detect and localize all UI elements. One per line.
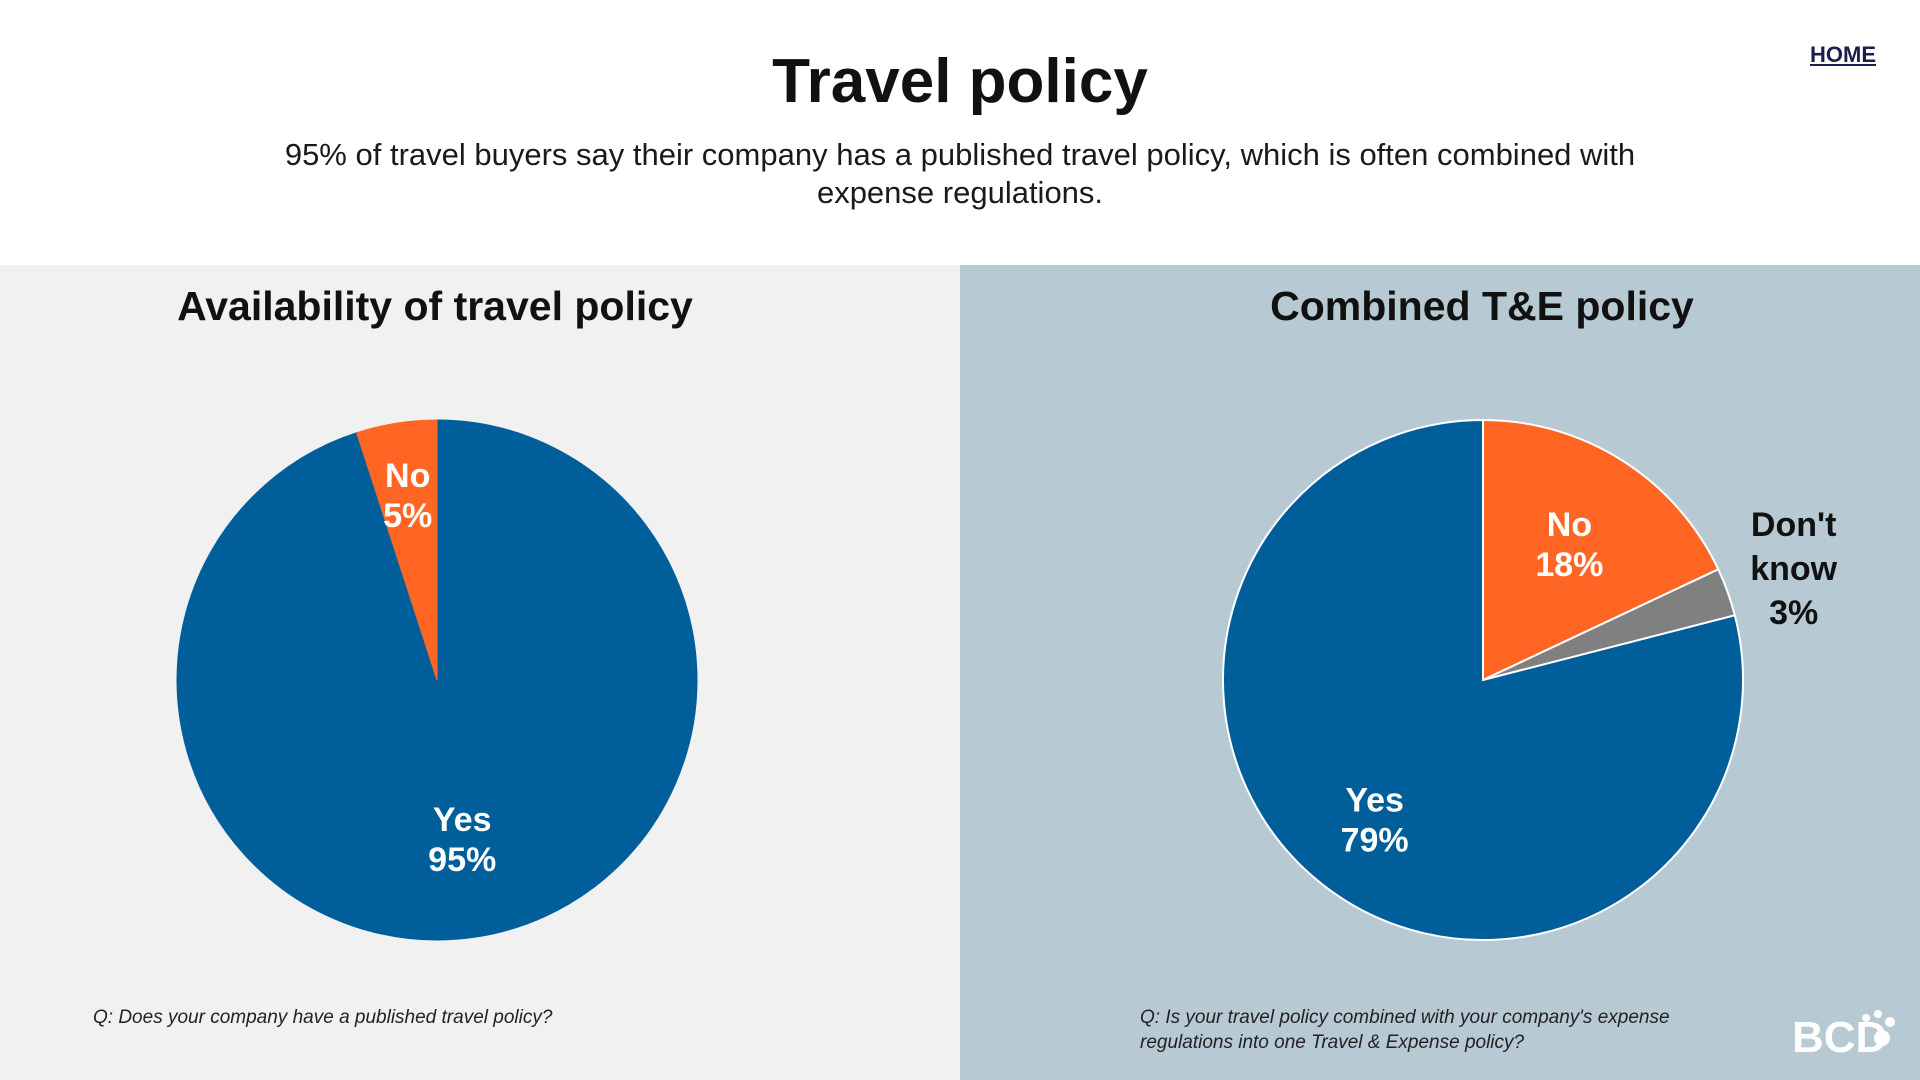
pie-label-yes: Yes 79%: [1341, 782, 1409, 860]
pie-slice-yes: [1222, 418, 1744, 941]
logo-text: BCD: [1792, 1013, 1887, 1058]
page-title: Travel policy: [772, 47, 1148, 116]
chart-title: Combined T&E policy: [1270, 283, 1694, 329]
logo-dot: [1862, 1014, 1870, 1022]
pie-label-no: No 5%: [383, 457, 432, 535]
pie-slice-no: [1482, 418, 1720, 682]
pie-label-yes: Yes 95%: [428, 801, 496, 879]
page-subtitle: 95% of travel buyers say their company h…: [284, 137, 1636, 210]
logo-dot: [1885, 1017, 1895, 1027]
logo-dot: [1874, 1010, 1882, 1018]
pie-chart-availability: Yes 95% No 5%: [176, 419, 698, 941]
travel-policy-panel: Availability of travel policy Yes 95% No 5%…: [0, 265, 960, 1080]
survey-question: Q: Is your travel policy combined with y…: [1140, 1007, 1670, 1053]
chart-title: Availability of travel policy: [177, 283, 693, 329]
pie-label-no: No 18%: [1535, 506, 1603, 584]
pie-label-don-t-know: Don't know 3%: [1750, 506, 1837, 632]
te-policy-panel: Combined T&E policy No 18% Don't know 3% Yes 7…: [960, 265, 1920, 1080]
home-link[interactable]: HOME: [1810, 42, 1876, 67]
bcd-logo: BCD: [1792, 1010, 1895, 1058]
logo-dot: [1874, 1030, 1890, 1046]
pie-chart-combined: No 18% Don't know 3% Yes 79%: [1222, 418, 1838, 941]
pie-slice-no: [356, 419, 438, 681]
survey-question: Q: Does your company have a published tr…: [93, 1007, 553, 1028]
